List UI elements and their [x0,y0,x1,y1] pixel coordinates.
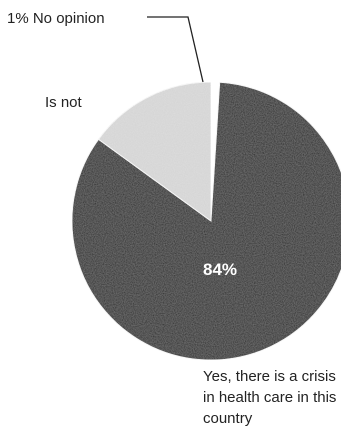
category-label-no-opinion: 1% No opinion [7,10,105,27]
slice-yes-crisis [71,81,341,361]
pie-labels: 84% Yes, there is a crisis in health care … [7,10,336,427]
data-label-yes: 84% [203,260,237,279]
pie-slices [71,81,341,361]
category-label-is-not: Is not [45,94,83,111]
leader-line-no-opinion [147,16,204,83]
category-label-yes-crisis: Yes, there is a crisis in health care in … [203,368,336,427]
slice-is-not [97,81,212,222]
